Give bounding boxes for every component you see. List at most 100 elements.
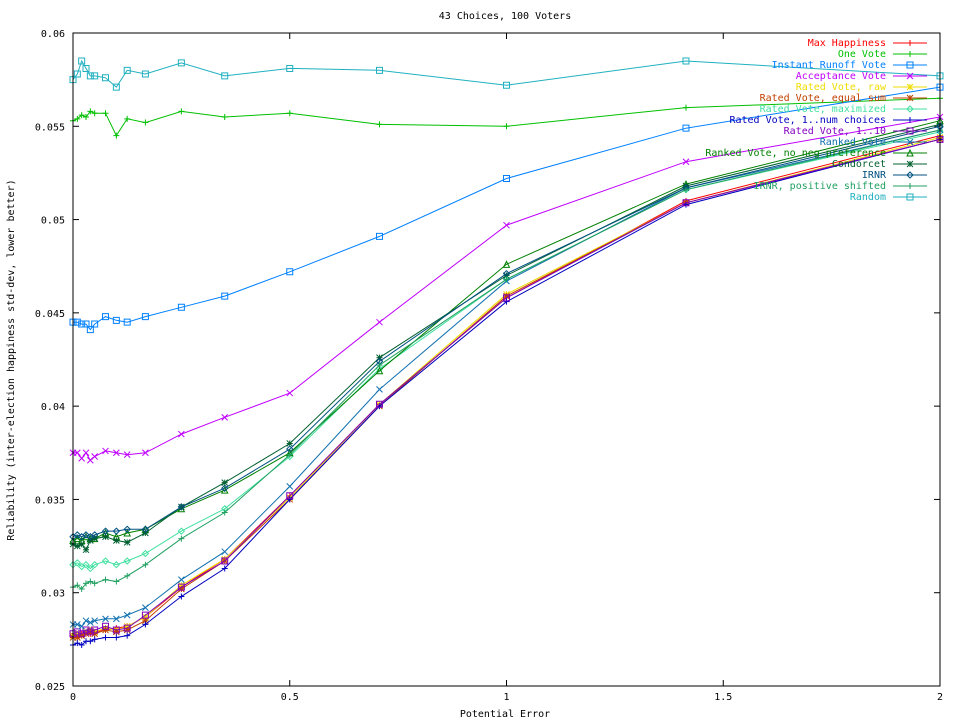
data-point (91, 580, 98, 587)
data-point (113, 578, 120, 585)
legend-label: Rated Vote, 1..10 (784, 126, 886, 137)
x-tick-label: 0.5 (281, 692, 299, 703)
data-point (91, 630, 99, 638)
series-14 (69, 57, 944, 91)
y-axis-label: Reliability (inter-election happiness st… (6, 179, 17, 540)
data-point (102, 576, 109, 583)
data-point (141, 549, 150, 558)
data-point (682, 158, 690, 166)
legend-marker (906, 94, 914, 102)
plot-frame (72, 32, 941, 687)
data-point (90, 531, 99, 539)
data-point (178, 108, 185, 115)
data-point (86, 537, 94, 544)
data-point (112, 449, 120, 457)
data-point (286, 389, 294, 397)
legend-marker (907, 183, 913, 189)
legend-label: IRNR, positive shifted (754, 181, 886, 192)
data-point (141, 313, 149, 321)
data-point (142, 449, 149, 457)
data-point (82, 531, 90, 539)
data-point (376, 318, 383, 326)
data-point (682, 199, 690, 207)
y-tick-label: 0.05 (41, 216, 65, 227)
data-point (221, 413, 229, 421)
data-point (91, 626, 99, 634)
data-point (177, 583, 185, 591)
data-point (113, 634, 120, 641)
data-point (142, 613, 149, 621)
legend-label: Rated Vote, 1..num choices (729, 115, 886, 126)
data-point (112, 561, 121, 569)
data-point (91, 72, 99, 80)
legend-label: Rated Vote, equal sum (760, 93, 886, 104)
data-point (221, 72, 229, 80)
legend-label: Instant Runoff Vote (772, 60, 886, 71)
data-point (375, 66, 383, 74)
series-13 (70, 127, 943, 592)
data-point (682, 182, 690, 190)
series-line (72, 131, 941, 570)
data-point (177, 303, 185, 311)
series-line (72, 125, 941, 538)
y-tick-label: 0.055 (35, 122, 65, 133)
data-point (91, 617, 99, 625)
legend-marker (906, 127, 914, 135)
data-point (73, 634, 81, 641)
y-tick-label: 0.025 (35, 682, 65, 693)
data-point (177, 503, 186, 511)
data-point (376, 121, 383, 128)
data-point (286, 440, 294, 447)
legend-marker (906, 72, 914, 80)
data-point (78, 112, 85, 119)
data-point (123, 622, 131, 630)
data-point (102, 634, 109, 641)
data-point (78, 632, 86, 639)
data-point (123, 451, 131, 459)
data-point (112, 615, 120, 623)
data-point (91, 320, 99, 328)
legend-label: Acceptance Vote (796, 71, 886, 82)
data-point (502, 260, 511, 268)
data-point (503, 81, 510, 89)
data-point (142, 617, 149, 625)
series-group (69, 57, 944, 648)
data-point (112, 527, 121, 535)
legend-label: Rated Vote, raw (796, 82, 887, 93)
data-point (82, 64, 90, 72)
data-point (123, 624, 131, 632)
data-point (503, 294, 510, 302)
data-point (74, 640, 81, 647)
data-point (73, 542, 81, 550)
data-point (124, 632, 131, 639)
data-point (123, 525, 131, 533)
legend-label: One Vote (838, 49, 886, 60)
data-point (221, 548, 229, 556)
series-9 (69, 126, 944, 630)
legend-marker (906, 61, 914, 69)
data-point (82, 546, 90, 554)
data-point (221, 479, 229, 486)
data-point (123, 538, 131, 546)
data-point (87, 638, 94, 645)
data-point (83, 580, 90, 587)
data-point (82, 561, 90, 569)
data-point (102, 626, 109, 634)
legend-marker (907, 40, 913, 46)
data-point (78, 540, 86, 548)
data-point (90, 561, 99, 569)
data-point (91, 110, 98, 117)
data-point (936, 72, 944, 80)
data-point (112, 316, 120, 324)
data-point (82, 449, 90, 457)
data-point (91, 535, 99, 542)
data-point (375, 365, 384, 373)
data-point (78, 641, 85, 648)
chart-title: 43 Choices, 100 Voters (439, 11, 571, 22)
data-point (286, 496, 293, 503)
data-point (78, 57, 86, 65)
data-point (286, 110, 293, 117)
data-point (221, 557, 229, 565)
